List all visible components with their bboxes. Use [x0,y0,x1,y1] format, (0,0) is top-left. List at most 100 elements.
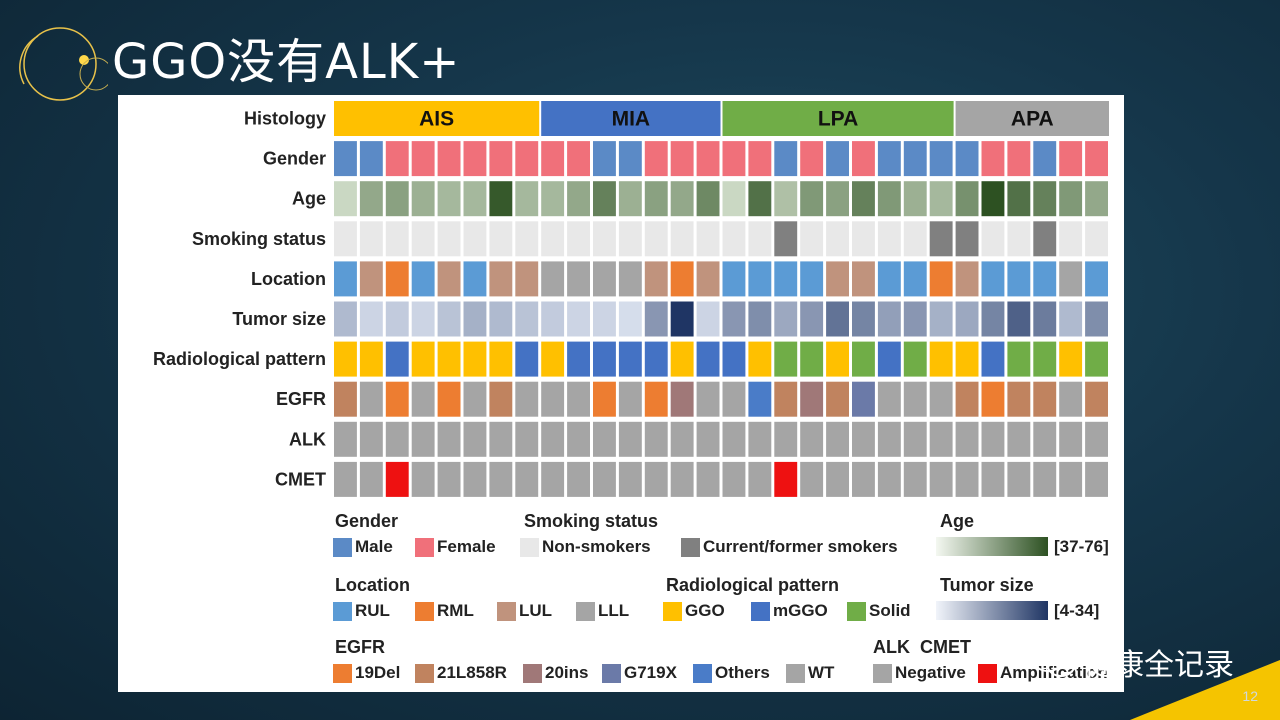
cell-alk-30 [1085,421,1108,457]
cell-alk-3 [385,421,409,457]
cell-cmet-16 [722,461,746,497]
cell-egfr-11 [593,381,616,417]
cell-egfr-19 [800,381,824,417]
oncoprint-heatmap: Histology Gender Age Smoking status Location… [153,101,1109,497]
cell-egfr-18 [774,381,798,417]
cell-alk-8 [515,421,539,457]
histology-label-lpa: LPA [818,108,858,131]
cell-radiological-19 [800,341,824,377]
cell-age-level-6 [463,181,487,217]
cell-tumor-size-level-1 [334,301,357,337]
row-label-histology: Histology [244,109,326,129]
cell-location-22 [877,261,901,297]
lll-swatch [576,601,595,621]
cell-age-level-13 [644,181,668,217]
legend-nonsmokers: Non-smokers [520,537,651,557]
cell-location-2 [359,261,383,297]
cell-alk-12 [618,421,642,457]
cell-radiological-18 [774,341,798,377]
cell-egfr-23 [903,381,927,417]
cell-alk-11 [593,421,616,457]
cell-alk-20 [826,421,849,457]
cell-age-level-3 [385,181,409,217]
cell-tumor-size-level-23 [903,301,927,337]
legend-amplification-label: Amplification [1000,663,1108,682]
cell-radiological-8 [515,341,539,377]
cell-gender-6 [463,141,487,177]
cell-location-12 [618,261,642,297]
cell-gender-30 [1085,141,1108,177]
cell-gender-1 [334,141,357,177]
cell-smoking-24 [929,221,953,257]
legend-smokers: Current/former smokers [681,537,898,557]
cell-alk-19 [800,421,824,457]
cell-gender-17 [748,141,772,177]
cell-egfr-4 [411,381,435,417]
cell-tumor-size-level-6 [463,301,487,337]
cell-cmet-27 [1007,461,1031,497]
cell-alk-29 [1059,421,1083,457]
cell-age-level-24 [929,181,953,217]
row-label-alk: ALK [289,429,326,449]
cell-age-level-14 [670,181,694,217]
row-label-age: Age [292,189,326,209]
figure-panel: Histology Gender Age Smoking status Location… [118,95,1124,692]
cell-age-level-10 [567,181,590,217]
cell-tumor-size-level-28 [1033,301,1057,337]
cell-radiological-2 [359,341,383,377]
cell-age-level-5 [437,181,461,217]
legend-mggo: mGGO [751,601,828,621]
legend-21l858r-label: 21L858R [437,663,507,682]
cell-radiological-26 [981,341,1005,377]
cell-cmet-25 [955,461,979,497]
cell-location-8 [515,261,539,297]
cell-location-5 [437,261,461,297]
tumor-size-gradient [936,601,1048,620]
row-label-smoking-status: Smoking status [192,229,326,249]
legend-19del-label: 19Del [355,663,401,682]
cell-egfr-28 [1033,381,1057,417]
cell-age-level-23 [903,181,927,217]
cell-egfr-27 [1007,381,1031,417]
cell-gender-21 [852,141,875,177]
cell-location-30 [1085,261,1108,297]
cell-radiological-16 [722,341,746,377]
cell-gender-18 [774,141,798,177]
cell-location-27 [1007,261,1031,297]
cell-alk-10 [567,421,590,457]
cell-egfr-12 [618,381,642,417]
cell-gender-7 [489,141,513,177]
cell-radiological-5 [437,341,461,377]
cell-tumor-size-level-27 [1007,301,1031,337]
cell-age-level-19 [800,181,824,217]
cell-egfr-26 [981,381,1005,417]
cell-age-level-28 [1033,181,1057,217]
cell-tumor-size-level-30 [1085,301,1108,337]
rml-swatch [415,601,434,621]
cell-smoking-30 [1085,221,1108,257]
cell-egfr-20 [826,381,849,417]
cell-location-6 [463,261,487,297]
cell-smoking-17 [748,221,772,257]
cell-location-7 [489,261,513,297]
slide-title: GGO没有ALK+ [112,34,461,90]
cell-cmet-1 [334,461,357,497]
cell-age-level-8 [515,181,539,217]
cell-radiological-1 [334,341,357,377]
cell-location-20 [826,261,849,297]
cell-smoking-13 [644,221,668,257]
legend-smoking-title: Smoking status [524,511,659,531]
legend-others-label: Others [715,663,770,682]
legend-g719x-label: G719X [624,663,677,682]
cell-location-26 [981,261,1005,297]
cell-egfr-24 [929,381,953,417]
cell-cmet-4 [411,461,435,497]
cell-alk-24 [929,421,953,457]
cell-location-18 [774,261,798,297]
legend-rml-label: RML [437,601,474,620]
cell-tumor-size-level-18 [774,301,798,337]
cell-radiological-12 [618,341,642,377]
cell-alk-22 [877,421,901,457]
legend-g719x: G719X [602,663,677,683]
cell-smoking-28 [1033,221,1057,257]
